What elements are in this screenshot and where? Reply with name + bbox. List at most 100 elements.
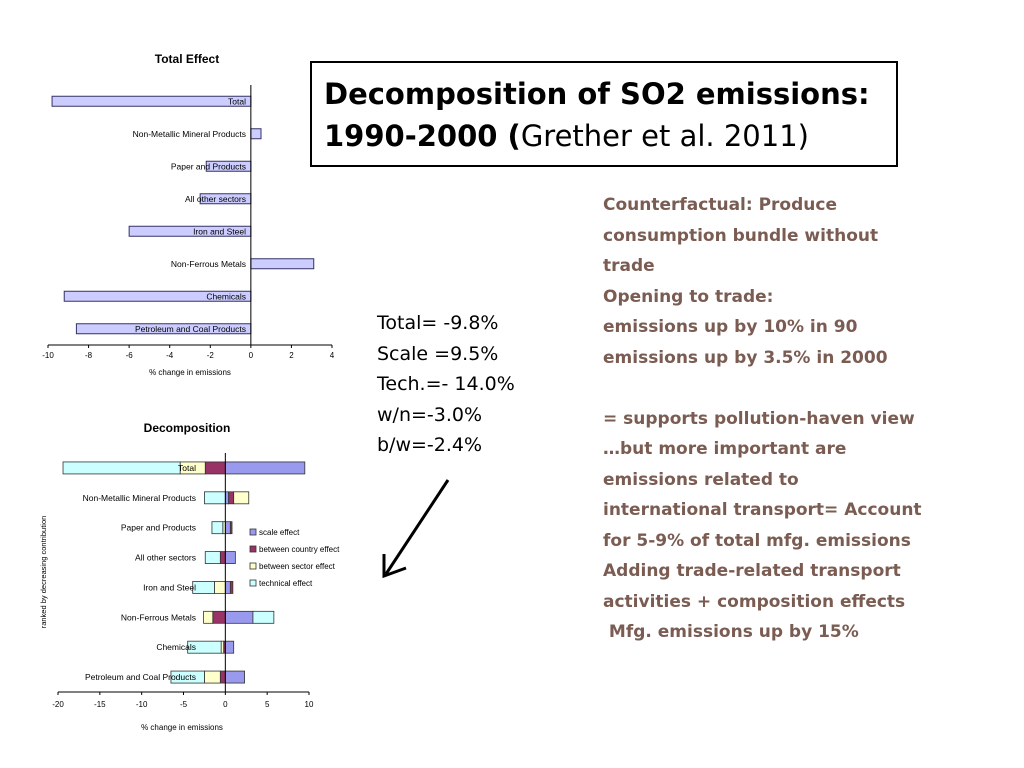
category-label: Non-Metallic Mineral Products — [83, 493, 196, 503]
stat-wn: w/n=-3.0% — [377, 403, 483, 426]
legend-swatch — [249, 579, 257, 587]
category-label: Iron and Steel — [143, 582, 196, 592]
bar-segment — [224, 670, 245, 684]
legend-swatch — [249, 545, 257, 553]
stat-tech: Tech.=- 14.0% — [377, 373, 515, 395]
total-effect-chart: Total Effect Total Non-Metallic Mineral Pr… — [42, 52, 335, 377]
slide-title-box: Decomposition of SO2 emissions: 1990-200… — [310, 61, 898, 167]
note-line: trade — [603, 256, 655, 276]
notes-text: Counterfactual: Produce consumption bund… — [603, 190, 1013, 648]
category-label: Iron and Steel — [193, 226, 246, 236]
bar-segment — [211, 521, 224, 535]
bar-segment — [62, 461, 181, 475]
category-label: Petroleum and Coal Products — [135, 324, 246, 334]
x-tick-label: -5 — [180, 700, 188, 709]
note-line — [603, 373, 1013, 404]
decomposition-stats: Total= -9.8% Scale =9.5% Tech.=- 14.0% w… — [377, 308, 515, 461]
note-line: international transport= Account — [603, 500, 922, 520]
category-label: Total — [178, 463, 196, 473]
x-tick-label: 5 — [265, 700, 270, 709]
bar-segment — [233, 491, 250, 505]
note-line: = supports pollution-haven view — [603, 408, 915, 429]
legend-label: scale effect — [259, 528, 300, 537]
category-label: Chemicals — [206, 291, 246, 301]
note-line: activities + composition effects — [603, 591, 906, 612]
note-line: emissions up by 3.5% in 2000 — [603, 347, 888, 368]
bar-segment — [204, 461, 226, 475]
x-tick-label: -6 — [126, 351, 134, 360]
stat-scale: Scale =9.5% — [377, 342, 499, 365]
x-tick-label: -20 — [52, 700, 64, 709]
note-line: emissions related to — [603, 469, 799, 490]
slide-title-years: 1990-2000 ( — [324, 119, 521, 153]
note-line: Opening to trade: — [603, 286, 774, 307]
category-label: Non-Ferrous Metals — [121, 612, 196, 622]
category-label: Petroleum and Coal Products — [85, 672, 196, 682]
note-line: consumption bundle without — [603, 225, 879, 246]
stat-bw: b/w=-2.4% — [377, 434, 483, 456]
bar-segment — [252, 610, 275, 624]
arrow-icon — [382, 479, 450, 579]
category-label: Non-Ferrous Metals — [171, 259, 246, 269]
bar-segment — [228, 491, 235, 505]
slide-title-line1: Decomposition of SO2 emissions: — [324, 77, 870, 111]
stat-total: Total= -9.8% — [377, 312, 499, 334]
x-axis-label: % change in emissions — [149, 368, 231, 377]
category-label: All other sectors — [135, 553, 196, 563]
bar-segment — [187, 640, 222, 654]
category-label: Non-Metallic Mineral Products — [133, 129, 246, 139]
x-tick-label: 10 — [305, 700, 314, 709]
bar-segment — [203, 610, 214, 624]
bar-segment — [192, 581, 215, 594]
x-axis-label: % change in emissions — [141, 723, 223, 732]
bar-segment — [229, 521, 233, 535]
bar-segment — [224, 640, 235, 654]
bar-segment — [224, 491, 230, 505]
category-label: Paper and Products — [121, 523, 196, 533]
bar-segment — [170, 670, 205, 684]
note-line: Counterfactual: Produce — [603, 195, 837, 215]
y-axis-label: ranked by decreasing contribution — [39, 516, 48, 629]
x-tick-label: -8 — [85, 351, 93, 360]
bar-segment — [224, 461, 306, 475]
chart-title: Decomposition — [144, 421, 231, 435]
bar-segment — [214, 581, 226, 594]
legend-swatch — [249, 528, 257, 536]
x-tick-label: -10 — [42, 351, 54, 360]
bar-segment — [224, 551, 236, 564]
chart-title: Total Effect — [155, 52, 219, 66]
bar-segment — [224, 610, 254, 624]
bar-segment — [224, 581, 231, 594]
note-line: ⁠ Mfg. emissions up by 15% — [603, 622, 859, 642]
category-label: Chemicals — [156, 642, 196, 652]
bar-segment — [229, 581, 234, 594]
bar-segment — [212, 610, 226, 624]
note-line: Adding trade-related transport — [603, 561, 901, 581]
bar-segment — [204, 670, 221, 684]
category-label: Paper and Products — [171, 161, 246, 171]
legend-swatch — [249, 562, 257, 570]
slide-title-citation: Grether et al. 2011) — [520, 119, 809, 153]
bar-segment — [224, 521, 231, 535]
decomposition-chart: Decomposition Total Non-Metallic Mineral P… — [39, 421, 340, 732]
slide-title-line2: 1990-2000 (Grether et al. 2011) — [324, 115, 884, 157]
bar-segment — [204, 551, 221, 564]
note-line: …but more important are — [603, 439, 847, 459]
x-tick-label: -10 — [136, 700, 148, 709]
category-label: All other sectors — [185, 194, 246, 204]
bar — [51, 95, 252, 107]
x-tick-label: 0 — [223, 700, 228, 709]
bar — [250, 128, 262, 140]
bar-segment — [219, 670, 226, 684]
legend-label: technical effect — [259, 579, 313, 588]
x-tick-label: -4 — [166, 351, 174, 360]
note-line: emissions up by 10% in 90 — [603, 317, 858, 337]
bar-segment — [204, 491, 226, 505]
x-tick-label: -15 — [94, 700, 106, 709]
x-tick-label: 4 — [330, 351, 335, 360]
note-line: for 5-9% of total mfg. emissions — [603, 530, 911, 551]
bar — [250, 258, 315, 270]
x-tick-label: -2 — [207, 351, 215, 360]
legend-label: between sector effect — [259, 562, 336, 571]
legend-label: between country effect — [259, 545, 340, 554]
